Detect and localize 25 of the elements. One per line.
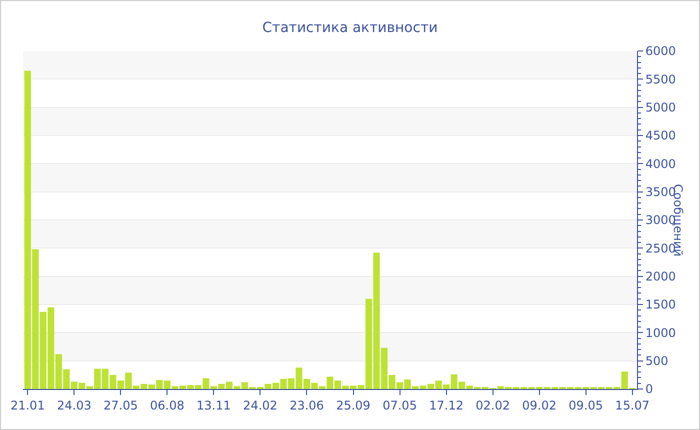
- x-tick-label: 24.02: [243, 398, 278, 412]
- x-tick-label: 07.05: [382, 398, 417, 412]
- y-tick-label: 1000: [645, 326, 676, 340]
- x-tick-label: 27.05: [104, 398, 138, 412]
- x-tick-label: 15.07: [615, 398, 650, 412]
- chart-title: Статистика активности: [262, 20, 438, 36]
- x-tick-label: 25.09: [336, 398, 370, 412]
- x-tick-label: 06.08: [150, 398, 184, 412]
- y-tick-label: 0: [645, 382, 654, 396]
- x-tick-label: 17.12: [429, 398, 464, 412]
- x-tick-label: 09.02: [522, 398, 556, 412]
- y-tick-label: 1500: [645, 298, 676, 312]
- x-tick-label: 23.06: [290, 398, 324, 412]
- y-tick-label: 5000: [645, 100, 676, 115]
- y-tick-label: 4500: [645, 128, 676, 143]
- x-tick-label: 24.03: [56, 398, 92, 412]
- y-tick-label: 500: [645, 354, 668, 368]
- y-tick-label: 5500: [645, 72, 676, 86]
- x-tick-label: 02.02: [476, 398, 510, 412]
- x-tick-label: 21.01: [10, 398, 45, 412]
- x-tick-label: 09.05: [568, 398, 604, 412]
- y-tick-label: 6000: [645, 44, 676, 58]
- y-tick-label: 4000: [645, 156, 676, 171]
- x-tick-label: 13.11: [196, 398, 231, 412]
- y-tick-label: 2000: [645, 270, 676, 284]
